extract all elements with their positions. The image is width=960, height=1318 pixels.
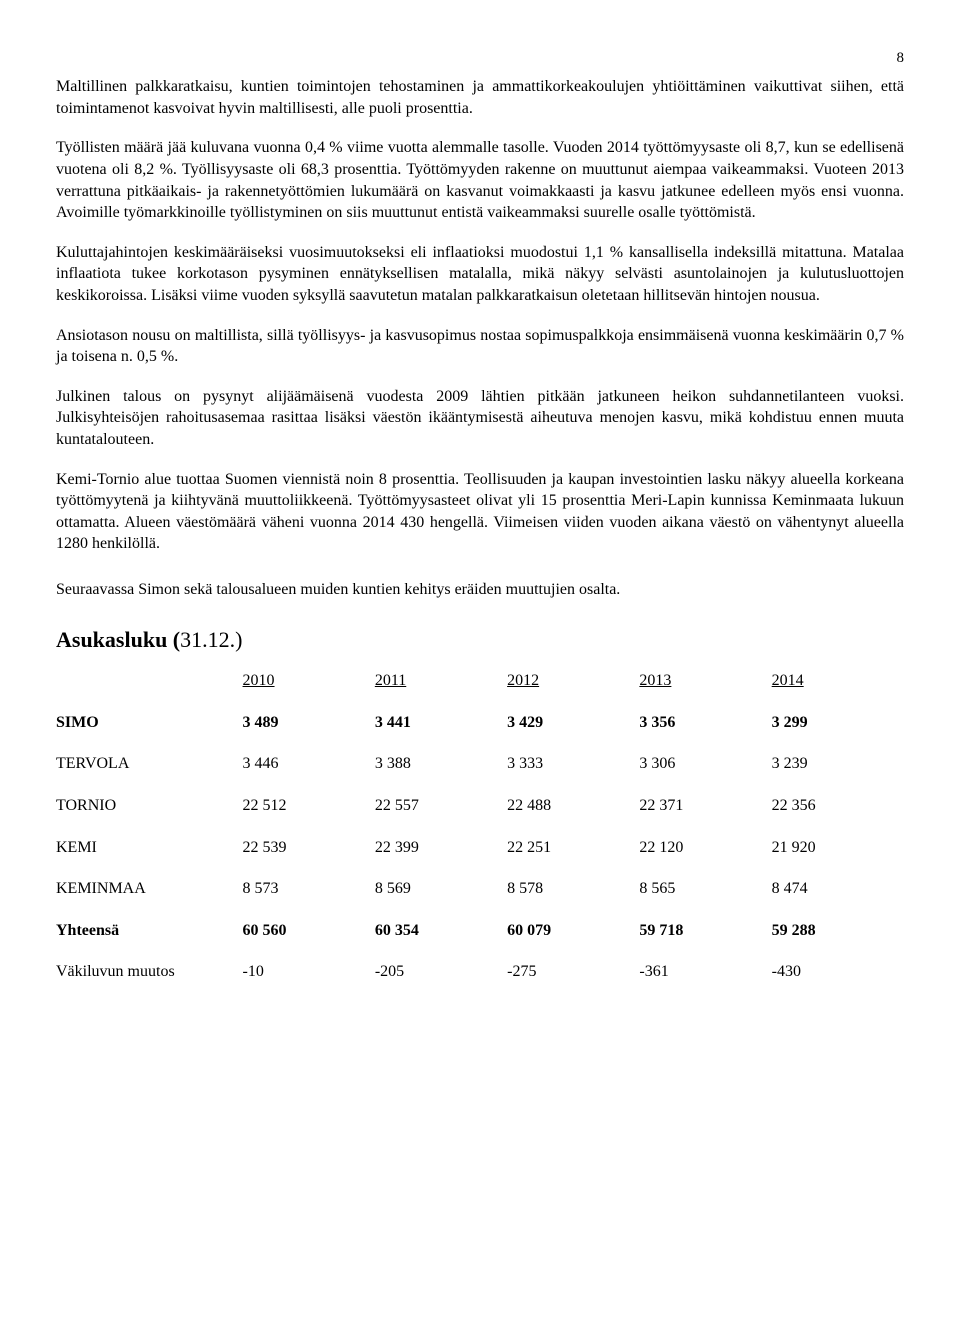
row-label: TORNIO [56,785,243,827]
header-year: 2012 [507,660,639,702]
table-heading: Asukasluku (31.12.) [56,625,904,655]
row-value: -10 [243,951,375,983]
row-label: KEMI [56,827,243,869]
page-number: 8 [56,48,904,68]
row-value: 8 565 [639,868,771,910]
row-label: KEMINMAA [56,868,243,910]
table-header-row: 2010 2011 2012 2013 2014 [56,660,904,702]
row-value: 8 573 [243,868,375,910]
row-value: 8 578 [507,868,639,910]
table-row: Yhteensä60 56060 35460 07959 71859 288 [56,910,904,952]
row-value: 3 239 [772,743,904,785]
row-label: TERVOLA [56,743,243,785]
paragraph-5: Julkinen talous on pysynyt alijäämäisenä… [56,386,904,451]
row-value: 3 388 [375,743,507,785]
row-value: 8 569 [375,868,507,910]
row-label: Yhteensä [56,910,243,952]
table-row: Väkiluvun muutos-10-205-275-361-430 [56,951,904,983]
table-row: TORNIO22 51222 55722 48822 37122 356 [56,785,904,827]
row-value: 8 474 [772,868,904,910]
table-intro: Seuraavassa Simon sekä talousalueen muid… [56,579,904,601]
row-value: -361 [639,951,771,983]
table-row: SIMO3 4893 4413 4293 3563 299 [56,702,904,744]
row-value: 60 560 [243,910,375,952]
row-value: 22 557 [375,785,507,827]
row-value: 3 299 [772,702,904,744]
row-value: 22 512 [243,785,375,827]
row-value: 22 539 [243,827,375,869]
header-empty [56,660,243,702]
row-value: 3 333 [507,743,639,785]
row-value: 3 441 [375,702,507,744]
row-value: 59 718 [639,910,771,952]
row-value: 59 288 [772,910,904,952]
population-table: 2010 2011 2012 2013 2014 SIMO3 4893 4413… [56,660,904,983]
paragraph-6: Kemi-Tornio alue tuottaa Suomen viennist… [56,469,904,555]
heading-bold: Asukasluku ( [56,627,180,652]
row-value: 3 356 [639,702,771,744]
row-value: 3 306 [639,743,771,785]
row-value: 22 120 [639,827,771,869]
row-value: 3 489 [243,702,375,744]
row-value: 22 251 [507,827,639,869]
row-label: SIMO [56,702,243,744]
row-value: 22 399 [375,827,507,869]
row-value: 22 488 [507,785,639,827]
header-year: 2011 [375,660,507,702]
table-row: TERVOLA3 4463 3883 3333 3063 239 [56,743,904,785]
row-value: 3 446 [243,743,375,785]
row-value: 21 920 [772,827,904,869]
row-value: 60 354 [375,910,507,952]
table-body: SIMO3 4893 4413 4293 3563 299TERVOLA3 44… [56,702,904,983]
header-year: 2013 [639,660,771,702]
header-year: 2014 [772,660,904,702]
row-value: -430 [772,951,904,983]
row-value: 3 429 [507,702,639,744]
paragraph-1: Maltillinen palkkaratkaisu, kuntien toim… [56,76,904,119]
table-row: KEMINMAA8 5738 5698 5788 5658 474 [56,868,904,910]
paragraph-4: Ansiotason nousu on maltillista, sillä t… [56,325,904,368]
table-row: KEMI22 53922 39922 25122 12021 920 [56,827,904,869]
row-value: 60 079 [507,910,639,952]
row-value: 22 356 [772,785,904,827]
paragraph-3: Kuluttajahintojen keskimääräiseksi vuosi… [56,242,904,307]
row-value: -275 [507,951,639,983]
paragraph-2: Työllisten määrä jää kuluvana vuonna 0,4… [56,137,904,223]
heading-rest: 31.12.) [180,627,242,652]
header-year: 2010 [243,660,375,702]
row-value: -205 [375,951,507,983]
row-value: 22 371 [639,785,771,827]
row-label: Väkiluvun muutos [56,951,243,983]
